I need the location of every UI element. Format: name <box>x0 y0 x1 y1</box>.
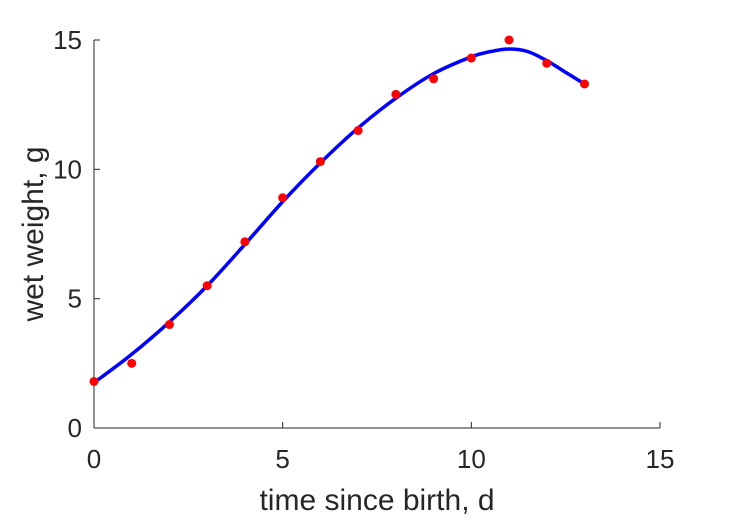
x-tick-label: 5 <box>275 444 289 474</box>
data-point <box>466 53 476 63</box>
data-point <box>164 320 174 330</box>
data-point <box>278 193 288 203</box>
x-axis-label: time since birth, d <box>259 484 494 517</box>
data-point <box>315 157 325 167</box>
data-point <box>580 79 590 89</box>
points-layer <box>89 35 590 386</box>
y-axis-label: wet weight, g <box>17 146 50 322</box>
data-point <box>542 58 552 68</box>
fitted-curve-line <box>92 47 586 385</box>
y-tick-label: 5 <box>68 284 82 314</box>
x-tick-label: 15 <box>646 444 675 474</box>
y-ticks: 0 5 10 15 <box>53 25 100 443</box>
y-tick-label: 10 <box>53 154 82 184</box>
x-tick-label: 0 <box>87 444 101 474</box>
data-point <box>202 281 212 291</box>
curve-layer <box>92 47 586 385</box>
data-point <box>504 35 514 45</box>
data-point <box>391 89 401 99</box>
data-point <box>429 74 439 84</box>
data-point <box>89 376 99 386</box>
data-point <box>240 237 250 247</box>
data-point <box>127 358 137 368</box>
y-tick-label: 15 <box>53 25 82 55</box>
y-tick-label: 0 <box>68 413 82 443</box>
x-tick-label: 10 <box>457 444 486 474</box>
data-point <box>353 126 363 136</box>
x-ticks: 0 5 10 15 <box>87 422 675 474</box>
